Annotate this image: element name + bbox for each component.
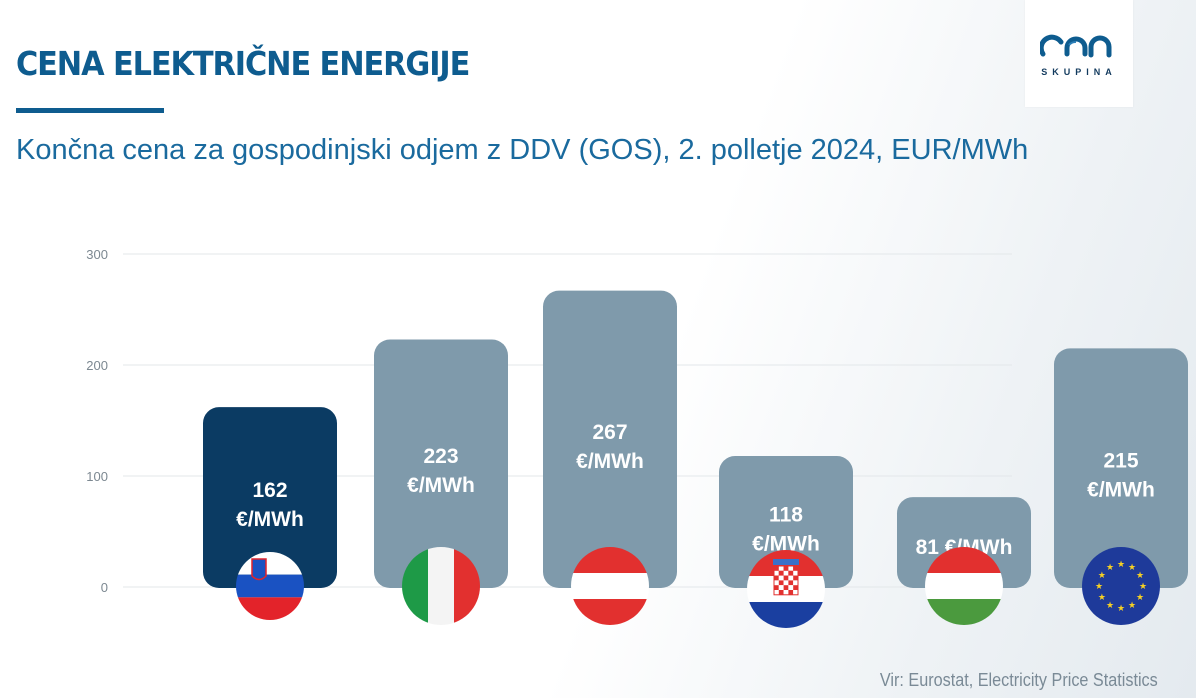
bar-austria	[543, 290, 677, 588]
svg-text:★: ★	[1136, 593, 1144, 603]
data-label-croatia: 118	[769, 504, 803, 527]
svg-text:★: ★	[1117, 604, 1125, 614]
svg-text:★: ★	[1128, 563, 1136, 573]
data-label-austria: 267	[592, 421, 627, 444]
bar-eu	[1054, 348, 1188, 588]
data-label-eu: 215	[1103, 450, 1138, 473]
y-tick-label: 100	[86, 469, 108, 484]
svg-text:★: ★	[1136, 571, 1144, 581]
data-label-slovenia: 162	[252, 479, 287, 502]
svg-text:★: ★	[1128, 601, 1136, 611]
logo-text: SKUPINA	[1041, 67, 1117, 77]
flags: ★★★★★★★★★ ★ ★★	[236, 547, 1160, 628]
svg-text:★: ★	[1139, 582, 1147, 592]
bar-slovenia	[203, 407, 337, 588]
austria-flag-icon	[571, 547, 649, 625]
bars	[203, 290, 1188, 588]
slovenia-flag-icon	[236, 552, 304, 620]
y-axis-ticks: 0 100 200 300	[86, 247, 108, 595]
data-label-slovenia: €/MWh	[236, 508, 304, 531]
bar-hungary	[897, 497, 1031, 588]
svg-text:★: ★	[1098, 593, 1106, 603]
croatia-flag-icon	[747, 550, 825, 628]
eu-flag-icon: ★★★★★★★★★ ★ ★★	[1082, 547, 1160, 625]
svg-text:★: ★	[1095, 582, 1103, 592]
data-label-italy: €/MWh	[407, 474, 475, 497]
y-tick-label: 200	[86, 358, 108, 373]
italy-flag-icon	[402, 547, 480, 625]
y-tick-label: 0	[101, 580, 108, 595]
y-tick-label: 300	[86, 247, 108, 262]
title-underline	[16, 108, 164, 113]
hungary-flag-icon	[925, 547, 1003, 625]
data-label-austria: €/MWh	[576, 450, 644, 473]
data-label-italy: 223	[423, 445, 458, 468]
data-label-croatia: €/MWh	[752, 533, 820, 556]
source-note: Vir: Eurostat, Electricity Price Statist…	[880, 670, 1158, 690]
svg-text:★: ★	[1098, 571, 1106, 581]
logo: SKUPINA	[1025, 0, 1133, 107]
bar-italy	[374, 339, 508, 588]
svg-text:★: ★	[1106, 601, 1114, 611]
bar-croatia	[719, 456, 853, 588]
data-label-eu: €/MWh	[1087, 479, 1155, 502]
page-title: CENA ELEKTRIČNE ENERGIJE	[16, 44, 470, 83]
svg-text:★: ★	[1106, 563, 1114, 573]
chart-subtitle: Končna cena za gospodinjski odjem z DDV …	[16, 134, 1029, 166]
cen-logo-icon	[1040, 34, 1112, 58]
svg-text:★: ★	[1117, 560, 1125, 570]
